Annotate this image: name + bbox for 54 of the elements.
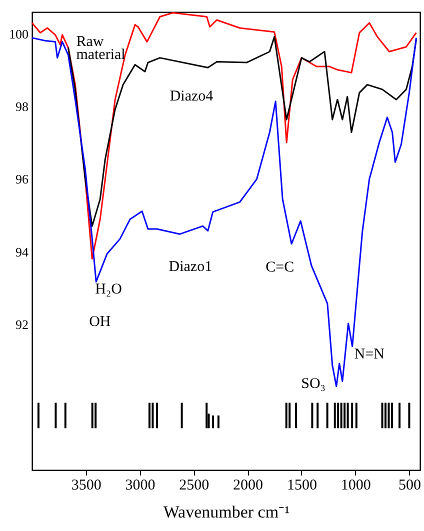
- bar: [180, 402, 183, 428]
- x-tick-label: 2000: [233, 478, 264, 494]
- bar: [94, 402, 97, 428]
- series-label: Diazo4: [170, 88, 214, 104]
- bar: [212, 415, 214, 428]
- series-label: Diazo1: [168, 259, 212, 276]
- y-tick-label: 94: [16, 244, 29, 260]
- series-label: Raw material: [76, 34, 126, 63]
- x-tick-label: 2500: [179, 478, 210, 494]
- bar: [326, 402, 328, 428]
- bar: [295, 402, 298, 428]
- bar: [37, 402, 40, 428]
- bar: [355, 402, 358, 428]
- bar: [54, 402, 57, 428]
- x-axis-title: Wavenumber cm⁻¹: [163, 502, 290, 522]
- bar: [408, 402, 410, 428]
- bar: [206, 402, 208, 428]
- y-tick-label: 96: [16, 172, 29, 187]
- bar: [148, 402, 150, 428]
- bar: [340, 402, 342, 428]
- line-series: [67, 36, 417, 227]
- annotation: N=N: [354, 346, 385, 363]
- bar: [381, 402, 384, 428]
- x-tick-label: 3000: [125, 478, 156, 494]
- bar: [390, 402, 393, 428]
- annotation: C=C: [266, 259, 294, 276]
- bar: [388, 402, 390, 428]
- bar: [152, 402, 154, 428]
- x-tick-label: 500: [398, 478, 421, 494]
- bar: [285, 402, 288, 428]
- bar: [346, 402, 349, 428]
- bar: [288, 402, 291, 428]
- bar: [344, 402, 346, 428]
- bar: [334, 402, 336, 428]
- bar: [64, 402, 66, 428]
- bar: [398, 402, 401, 428]
- x-tick-label: 3500: [71, 478, 102, 494]
- bar: [384, 402, 387, 428]
- x-tick-label: 1500: [286, 478, 317, 494]
- line-series: [31, 12, 417, 260]
- bar: [91, 402, 94, 428]
- bar: [351, 402, 354, 428]
- annotation: OH: [89, 314, 111, 330]
- annotation: SO₃: [301, 376, 326, 392]
- bar: [337, 402, 340, 428]
- bar: [156, 402, 158, 428]
- y-tick-label: 92: [16, 317, 28, 332]
- bar: [311, 402, 314, 428]
- y-tick-label: 100: [9, 26, 28, 42]
- bar: [217, 415, 220, 428]
- x-tick-label: 1000: [340, 478, 371, 494]
- annotation: H₂O: [95, 281, 122, 298]
- y-tick-label: 98: [16, 99, 28, 114]
- bar: [316, 402, 319, 428]
